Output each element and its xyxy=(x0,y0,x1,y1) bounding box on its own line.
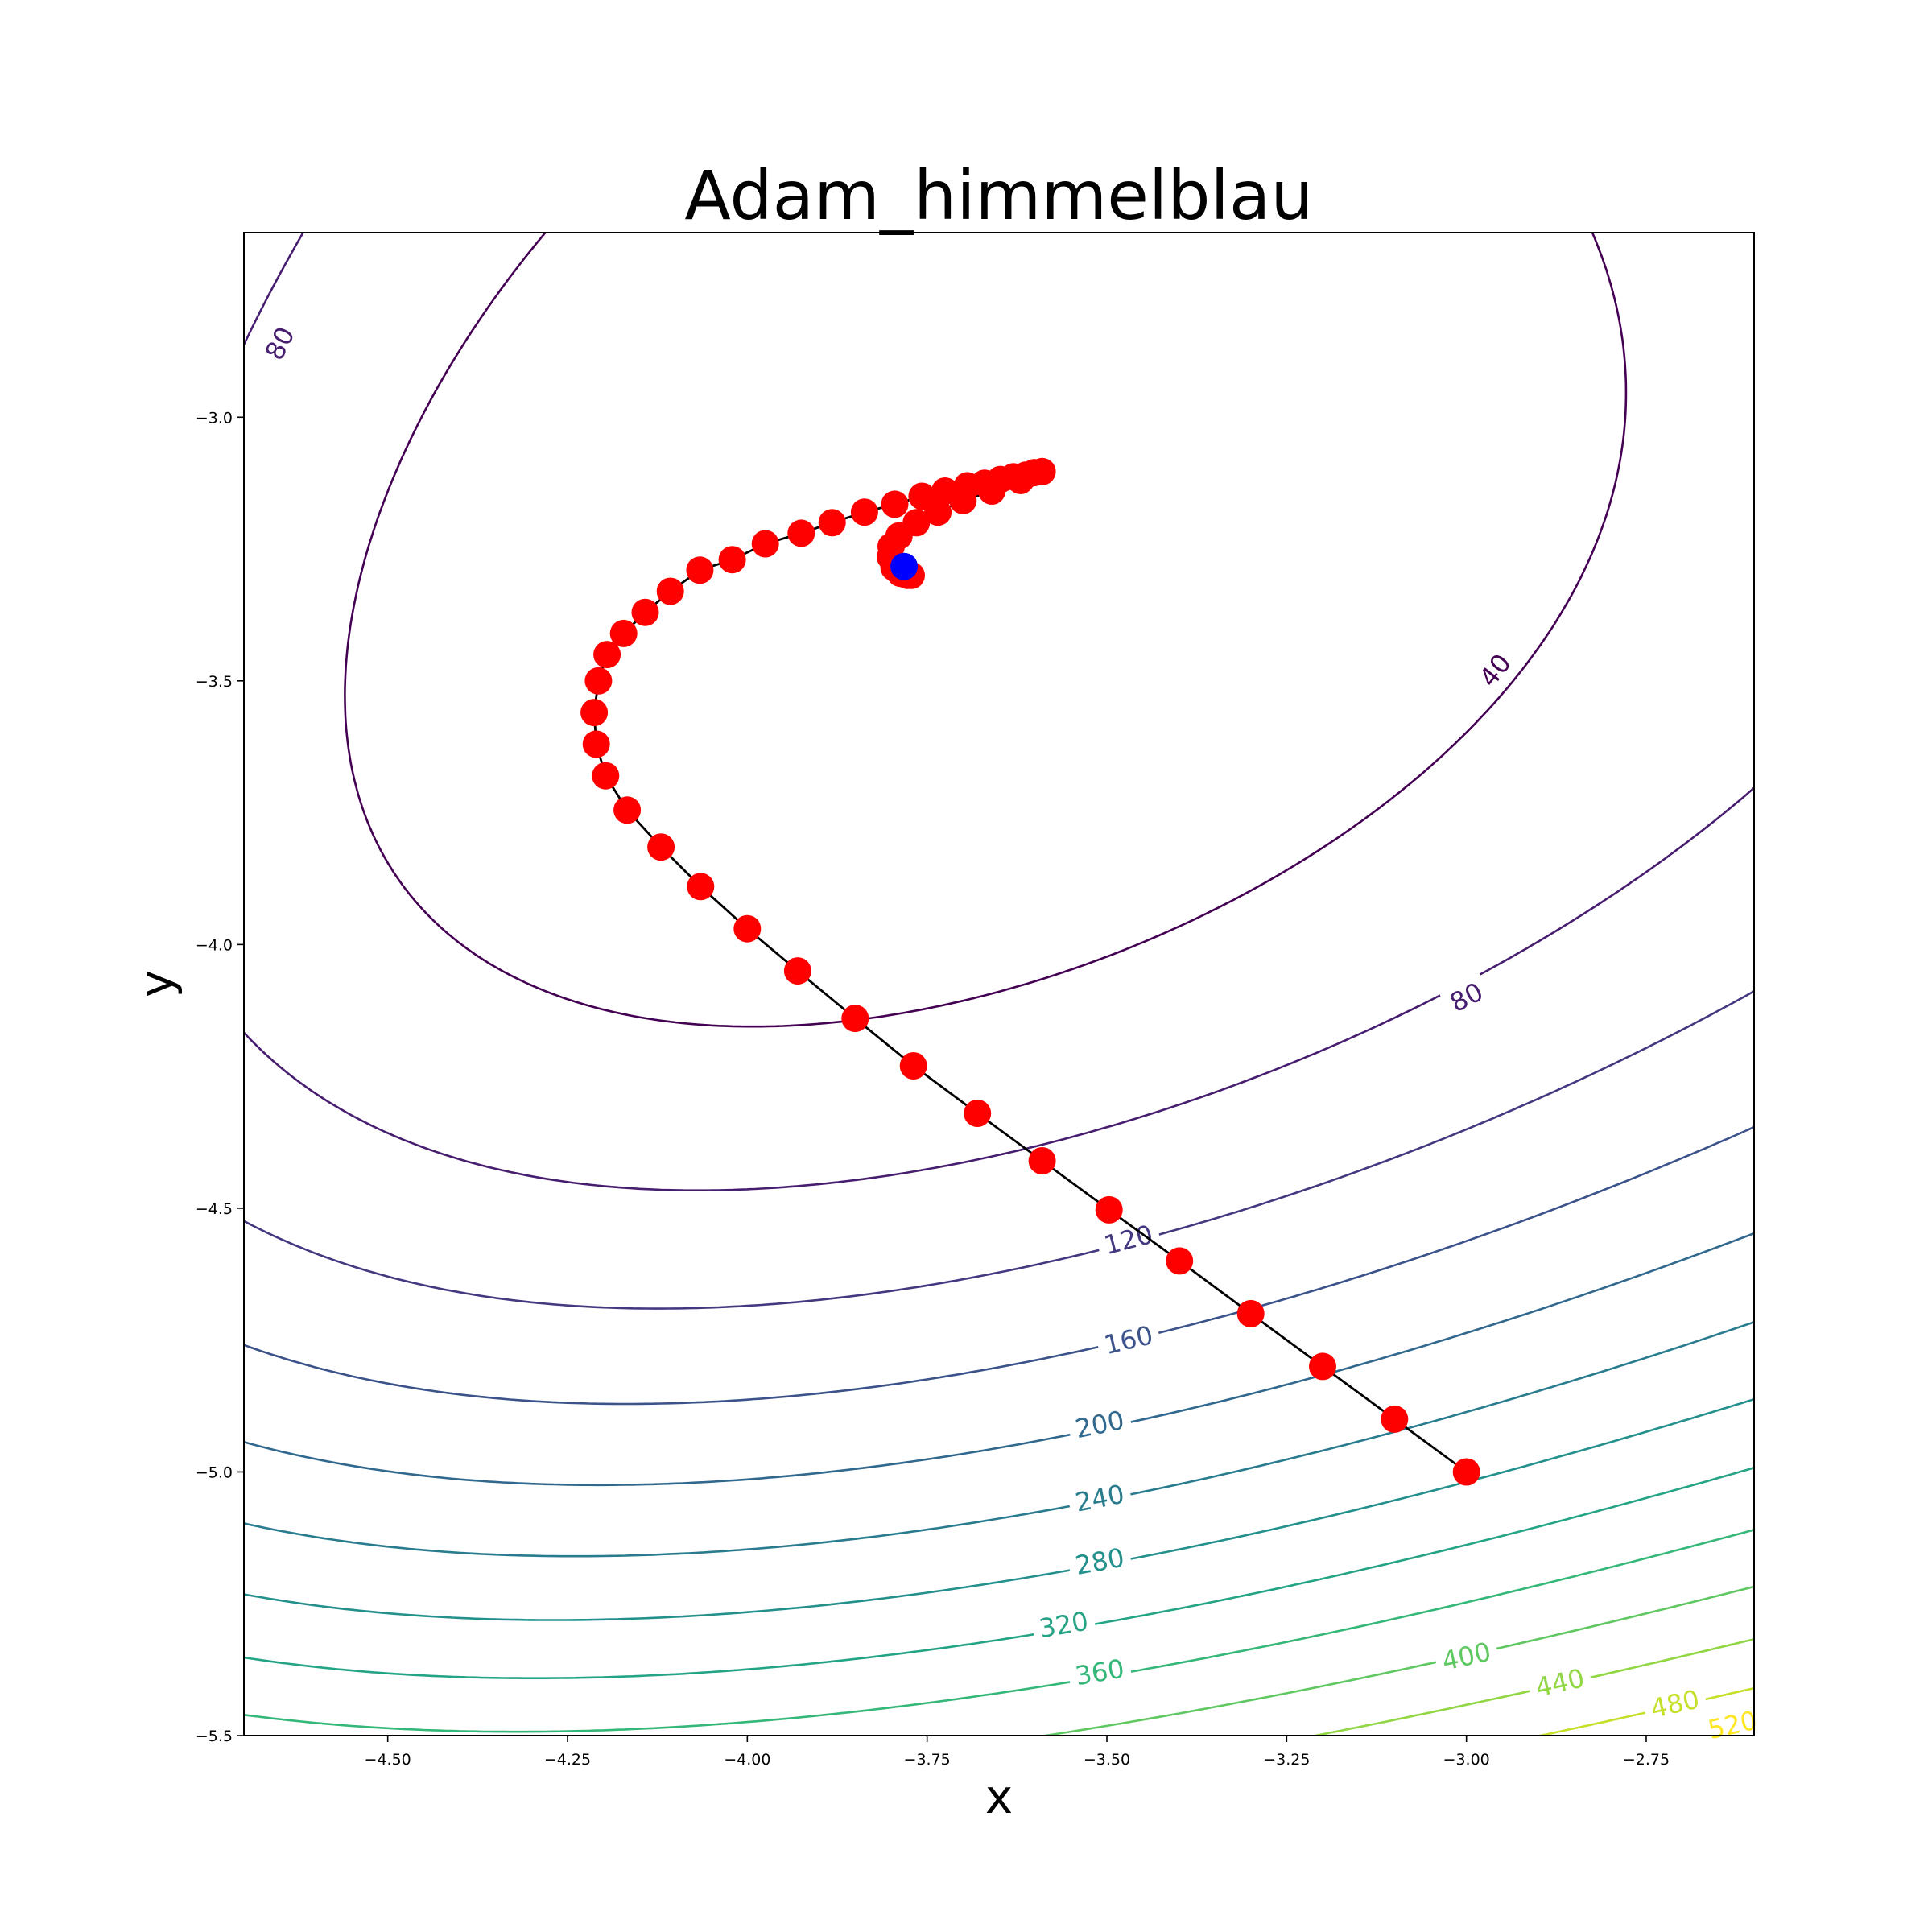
path-point-18 xyxy=(584,667,613,695)
path-point-13 xyxy=(647,833,675,861)
path-point-16 xyxy=(582,730,610,758)
x-axis-label: x xyxy=(985,1769,1013,1824)
path-point-20 xyxy=(609,619,638,647)
y-tick-label: −5.0 xyxy=(196,1463,233,1481)
path-point-3 xyxy=(1236,1299,1265,1327)
contour-line-320 xyxy=(244,1466,1754,1679)
contour-label-12: 480 xyxy=(1641,1682,1709,1726)
path-point-40 xyxy=(978,477,1006,505)
path-point-25 xyxy=(751,530,779,558)
x-tick-label: −2.75 xyxy=(1623,1751,1670,1769)
contour-label-background xyxy=(1469,642,1521,698)
path-point-14 xyxy=(613,796,642,824)
contour-line-240 xyxy=(244,1321,1754,1558)
final-point xyxy=(890,552,919,580)
contour-label-background xyxy=(1066,1652,1133,1693)
contour-label-background xyxy=(1066,1477,1133,1520)
path-point-0 xyxy=(1452,1458,1480,1486)
contour-line-40 xyxy=(344,233,1628,1028)
path-point-10 xyxy=(783,957,811,985)
path-point-21 xyxy=(631,598,659,626)
y-tick-label: −3.0 xyxy=(196,409,233,427)
x-tick-label: −3.50 xyxy=(1084,1751,1130,1769)
path-point-6 xyxy=(1028,1147,1056,1174)
x-tick-label: −4.25 xyxy=(544,1751,591,1769)
contour-label-7: 280 xyxy=(1066,1541,1133,1583)
plot-frame xyxy=(243,232,1755,1736)
path-point-29 xyxy=(881,490,909,518)
path-point-39 xyxy=(1006,466,1034,494)
y-tick-label: −4.5 xyxy=(196,1200,233,1218)
y-axis-label: y xyxy=(129,970,184,997)
y-tick-label: −3.5 xyxy=(196,673,233,691)
path-point-26 xyxy=(787,519,815,547)
contour-label-background xyxy=(1030,1604,1097,1645)
contour-label-background xyxy=(1066,1541,1133,1583)
contour-line-360 xyxy=(244,1529,1754,1733)
x-tick-label: −3.25 xyxy=(1263,1751,1310,1769)
path-point-11 xyxy=(733,914,762,943)
path-point-9 xyxy=(841,1005,869,1033)
path-point-42 xyxy=(924,498,952,526)
path-point-38 xyxy=(1028,457,1056,485)
contour-label-background xyxy=(1094,1318,1162,1362)
contour-label-background xyxy=(1641,1682,1709,1726)
contour-label-background xyxy=(1439,973,1494,1022)
path-point-1 xyxy=(1381,1405,1409,1433)
path-point-22 xyxy=(656,577,684,605)
path-point-17 xyxy=(580,699,609,727)
x-tick-label: −3.75 xyxy=(904,1751,951,1769)
path-point-19 xyxy=(593,641,621,669)
optimizer-path xyxy=(580,457,1480,1486)
path-point-27 xyxy=(818,509,846,537)
y-tick-label: −5.5 xyxy=(196,1728,233,1745)
path-point-15 xyxy=(592,762,620,790)
path-point-8 xyxy=(899,1052,927,1080)
path-point-28 xyxy=(850,498,878,526)
x-tick-label: −4.00 xyxy=(724,1751,770,1769)
contour-line-80 xyxy=(244,233,1754,1191)
chart-title: Adam_himmelblau xyxy=(684,156,1313,235)
contour-label-background xyxy=(1526,1661,1594,1705)
contour-label-background xyxy=(1432,1634,1501,1678)
path-point-2 xyxy=(1309,1352,1336,1381)
path-point-24 xyxy=(718,546,746,574)
path-point-41 xyxy=(949,486,977,514)
path-point-23 xyxy=(686,556,714,584)
x-tick-label: −3.00 xyxy=(1443,1751,1490,1769)
y-axis-ticks: −3.0 −3.5 −4.0 −4.5 −5.0 −5.5 xyxy=(196,409,244,1745)
y-tick-label: −4.0 xyxy=(196,936,233,954)
x-axis-ticks: −4.50 −4.25 −4.00 −3.75 −3.50 −3.25 −3.00 −2.75 xyxy=(365,1736,1670,1769)
path-point-7 xyxy=(964,1100,992,1127)
contour-line-120 xyxy=(244,989,1754,1310)
contour-label-background xyxy=(1094,1217,1162,1263)
x-tick-label: −4.50 xyxy=(365,1751,411,1769)
contour-label-background xyxy=(1066,1403,1133,1446)
path-point-4 xyxy=(1166,1247,1194,1275)
contour-label-5: 200 xyxy=(1066,1403,1133,1446)
path-point-5 xyxy=(1095,1195,1123,1224)
contour-label-background xyxy=(256,316,304,371)
path-point-12 xyxy=(687,873,715,901)
